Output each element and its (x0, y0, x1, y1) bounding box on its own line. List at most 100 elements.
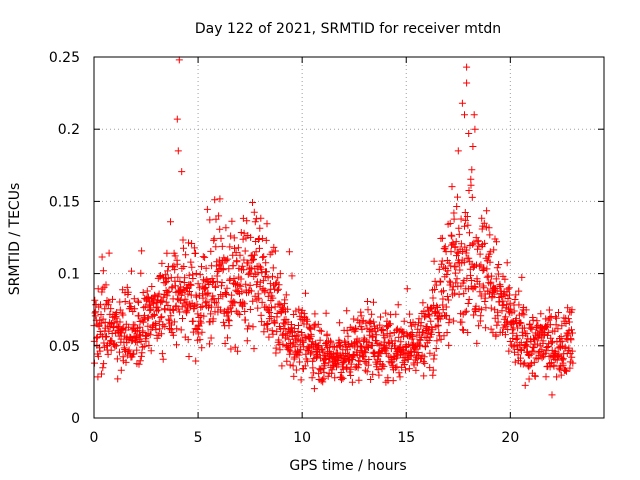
data-point (279, 304, 287, 312)
data-point (461, 243, 469, 251)
data-point (455, 230, 463, 238)
data-point (512, 291, 520, 299)
data-point (222, 224, 230, 232)
data-point (348, 378, 356, 386)
data-point (344, 332, 352, 340)
data-point (465, 187, 473, 194)
data-point (241, 316, 249, 324)
data-point (176, 278, 184, 285)
data-point (275, 336, 283, 344)
data-point (168, 283, 176, 291)
data-point (545, 340, 553, 348)
data-point (234, 244, 242, 252)
data-point (495, 261, 503, 268)
data-point (440, 332, 448, 340)
data-point (314, 343, 322, 351)
data-point (272, 280, 280, 288)
axis-ticks: 0 5 10 15 20 0 0.05 0.1 0.15 0.2 0.25 (49, 50, 604, 446)
data-point (368, 310, 376, 318)
data-point (301, 362, 309, 370)
data-point (144, 322, 152, 330)
data-point (159, 355, 167, 363)
data-point (122, 358, 130, 366)
data-point (450, 317, 458, 325)
data-point (227, 345, 235, 353)
data-point (460, 290, 468, 298)
data-point (461, 222, 468, 230)
data-point (266, 309, 274, 316)
data-point (139, 289, 147, 296)
data-point (288, 272, 296, 280)
data-point (256, 244, 263, 252)
data-point (460, 258, 468, 266)
data-point (233, 258, 241, 266)
data-point (507, 305, 515, 313)
data-point (364, 306, 372, 314)
data-point (262, 236, 270, 244)
data-point (94, 373, 102, 381)
data-point (208, 279, 216, 286)
data-point (178, 168, 186, 176)
data-point (343, 327, 351, 335)
data-point (138, 343, 146, 351)
data-point (564, 330, 572, 338)
y-tick-label: 0.25 (49, 50, 80, 66)
data-point (94, 352, 102, 360)
data-point (425, 337, 433, 344)
data-point (458, 99, 466, 107)
data-point (420, 372, 428, 380)
data-point (494, 318, 502, 326)
data-point (371, 328, 379, 336)
data-point (230, 275, 238, 282)
data-point (264, 320, 272, 327)
data-point (204, 289, 212, 297)
data-point (480, 219, 488, 227)
data-point (568, 306, 576, 314)
data-point (97, 311, 105, 318)
data-point (347, 372, 355, 379)
data-point (171, 252, 179, 260)
data-point (197, 319, 205, 327)
data-point (158, 297, 166, 305)
data-point (272, 344, 280, 352)
data-point (364, 343, 372, 351)
data-point (465, 130, 473, 137)
data-point (428, 326, 436, 334)
data-point (454, 193, 461, 201)
data-point (523, 338, 530, 346)
data-point (170, 306, 178, 314)
data-point (486, 258, 494, 266)
data-point (375, 341, 383, 349)
data-point (476, 288, 484, 296)
data-point (220, 318, 228, 326)
data-point (199, 253, 207, 261)
data-point (381, 334, 389, 342)
data-point (370, 318, 378, 326)
data-point (355, 319, 363, 327)
data-point (157, 314, 165, 322)
data-point (455, 290, 463, 298)
data-point (230, 298, 238, 306)
x-tick-label: 5 (194, 430, 203, 446)
data-point (430, 301, 438, 309)
data-point (170, 262, 178, 270)
data-point (167, 218, 174, 226)
data-point (421, 359, 429, 367)
data-point (521, 381, 529, 389)
data-point (140, 342, 148, 350)
data-point (411, 321, 419, 329)
data-point (247, 233, 255, 241)
data-point (127, 304, 135, 312)
data-point (128, 337, 136, 345)
data-point (432, 281, 440, 289)
data-point (264, 274, 272, 282)
data-point (544, 329, 552, 336)
data-point (256, 224, 264, 232)
data-point (461, 209, 469, 216)
data-point (256, 278, 264, 286)
data-point (218, 279, 226, 286)
data-point (355, 361, 363, 369)
data-point (254, 236, 262, 243)
data-point (361, 366, 369, 374)
data-point (157, 330, 165, 338)
